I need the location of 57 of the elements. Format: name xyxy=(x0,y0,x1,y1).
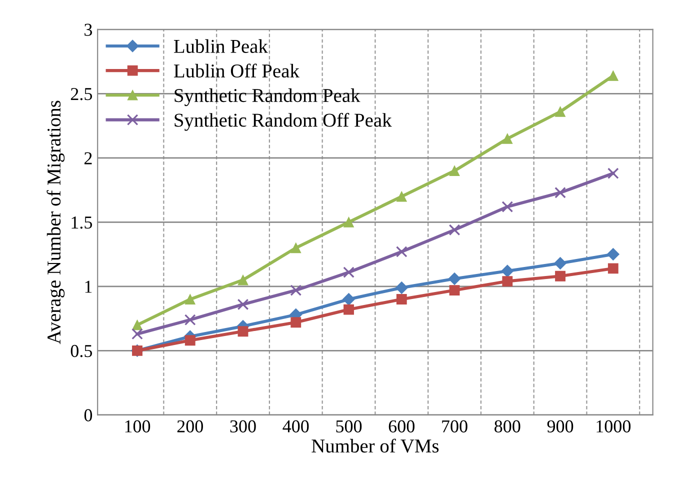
x-tick-label: 1000 xyxy=(596,420,631,432)
y-tick-label: 1 xyxy=(85,280,92,293)
point xyxy=(184,335,196,346)
point xyxy=(238,326,248,337)
point xyxy=(608,263,618,274)
point xyxy=(555,106,566,117)
point xyxy=(555,270,566,282)
point xyxy=(395,281,408,294)
point xyxy=(344,216,354,228)
legend-label: Lublin Off Peak xyxy=(174,64,300,78)
point xyxy=(343,266,354,278)
point xyxy=(396,191,407,202)
y-tick-label: 2.5 xyxy=(70,88,92,100)
y-tick-label: 2 xyxy=(84,152,92,164)
point xyxy=(184,314,196,326)
legend-label: Lublin Peak xyxy=(174,39,268,53)
point xyxy=(396,294,407,304)
point xyxy=(184,294,196,304)
point xyxy=(554,186,566,198)
point xyxy=(607,168,619,180)
x-tick-label: 100 xyxy=(125,420,150,432)
point xyxy=(448,224,460,236)
point xyxy=(606,248,620,261)
x-tick-label: 200 xyxy=(177,420,203,432)
point xyxy=(449,166,460,176)
y-tick-label: 3 xyxy=(84,24,92,36)
point xyxy=(132,328,143,340)
x-tick-label: 900 xyxy=(547,420,574,432)
x-tick-label: 600 xyxy=(388,420,414,432)
point xyxy=(290,317,302,328)
point xyxy=(396,246,408,258)
legend-label: Synthetic Random Off Peak xyxy=(174,112,392,131)
x-tick-label: 800 xyxy=(494,420,520,432)
y-tick-label: 1.5 xyxy=(72,216,92,229)
point xyxy=(502,276,513,286)
point xyxy=(608,70,618,81)
y-tick-label: 0 xyxy=(84,409,92,422)
y-axis-title: Average Number of Migrations xyxy=(46,100,65,344)
x-tick-label: 500 xyxy=(336,420,362,432)
point xyxy=(554,257,567,270)
point xyxy=(238,274,248,286)
point xyxy=(501,264,514,278)
x-tick-label: 700 xyxy=(442,420,468,432)
point xyxy=(342,293,355,306)
point xyxy=(290,242,302,254)
point xyxy=(448,272,461,285)
x-tick-label: 300 xyxy=(230,420,256,432)
point xyxy=(290,284,302,296)
point xyxy=(449,285,460,296)
x-tick-label: 400 xyxy=(282,420,309,432)
y-tick-label: 0.5 xyxy=(70,344,92,358)
x-axis-title: Number of VMs xyxy=(312,438,439,453)
point xyxy=(237,298,249,310)
legend-label: Synthetic Random Peak xyxy=(174,88,360,106)
point xyxy=(344,304,354,315)
point xyxy=(502,201,514,212)
point xyxy=(502,133,513,144)
